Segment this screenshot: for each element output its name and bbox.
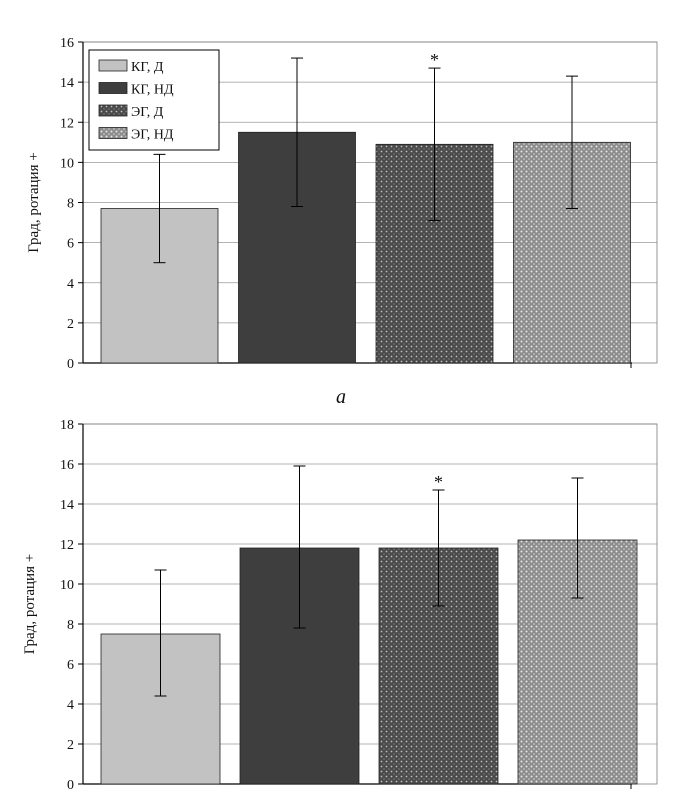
y-tick-label: 8 [67,618,74,633]
significance-star: * [430,50,439,70]
y-tick-label: 14 [60,76,74,91]
legend-label-1: КГ, Д [131,60,164,75]
chart-panel-b: 0 2 4 6 8 10 12 14 16 18 * Град, ротация + [22,418,658,793]
y-tick-label: 12 [60,538,74,553]
legend-label-3: ЭГ, Д [131,105,164,120]
y-tick-label: 4 [67,698,74,713]
y-tick-label: 10 [60,156,74,171]
y-tick-label: 4 [67,277,74,292]
y-tick-label: 6 [67,658,74,673]
legend-swatch-2 [98,82,128,94]
legend-swatch-3 [98,104,128,117]
y-tick-label: 16 [60,458,74,473]
legend-label-2: КГ, НД [131,83,174,98]
y-tick-label: 8 [67,197,74,212]
y-tick-label: 10 [60,578,74,593]
y-tick-label: 2 [67,317,74,332]
y-tick-label: 6 [67,237,74,252]
legend: КГ, Д КГ, НД ЭГ, Д ЭГ, НД [88,49,220,151]
significance-star: * [434,472,443,492]
y-axis-title: Град, ротация + [26,152,42,252]
chart-panel-a: 0 2 4 6 8 10 12 14 16 * Град, ротация + КГ, Д КГ, НД… [26,36,658,408]
y-tick-label: 14 [60,498,74,513]
legend-label-4: ЭГ, НД [131,128,174,143]
y-tick-label: 18 [60,418,74,433]
y-tick-label: 0 [67,357,74,372]
y-tick-label: 2 [67,738,74,753]
legend-swatch-4 [98,127,128,139]
legend-swatch-1 [98,59,128,72]
panel-label: а [336,386,346,408]
y-tick-label: 12 [60,116,74,131]
y-tick-label: 16 [60,36,74,51]
y-tick-label: 0 [67,778,74,793]
y-axis-title: Град, ротация + [22,554,38,654]
